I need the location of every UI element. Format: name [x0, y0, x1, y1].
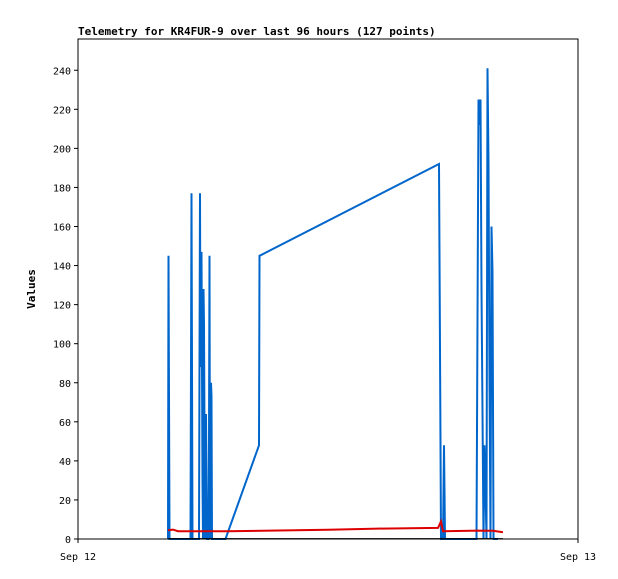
y-tick-label: 100 — [53, 340, 71, 351]
y-axis: 0 20 40 60 80 100 120 140 160 180 200 220 240 — [53, 66, 78, 546]
x-axis: Sep 12 Sep 13 — [60, 539, 596, 563]
y-tick-label: 40 — [59, 457, 71, 468]
y-tick-label: 20 — [59, 496, 71, 507]
y-tick-label: 60 — [59, 418, 71, 429]
y-tick-label: 220 — [53, 105, 71, 116]
plot-frame — [77, 38, 579, 540]
x-tick-label: Sep 13 — [560, 552, 596, 563]
y-tick-label: 120 — [53, 301, 71, 312]
x-tick-label: Sep 12 — [60, 552, 96, 563]
y-tick-label: 160 — [53, 223, 71, 234]
y-tick-label: 240 — [53, 66, 71, 77]
y-tick-label: 180 — [53, 183, 71, 194]
series-line-2 — [167, 518, 504, 534]
y-tick-label: 80 — [59, 379, 71, 390]
chart-title: Telemetry for KR4FUR-9 over last 96 hour… — [78, 25, 436, 38]
y-axis-label: Values — [25, 269, 38, 309]
y-tick-label: 140 — [53, 262, 71, 273]
series-line-1 — [167, 68, 498, 540]
y-tick-label: 200 — [53, 144, 71, 155]
y-tick-label: 0 — [65, 535, 71, 546]
